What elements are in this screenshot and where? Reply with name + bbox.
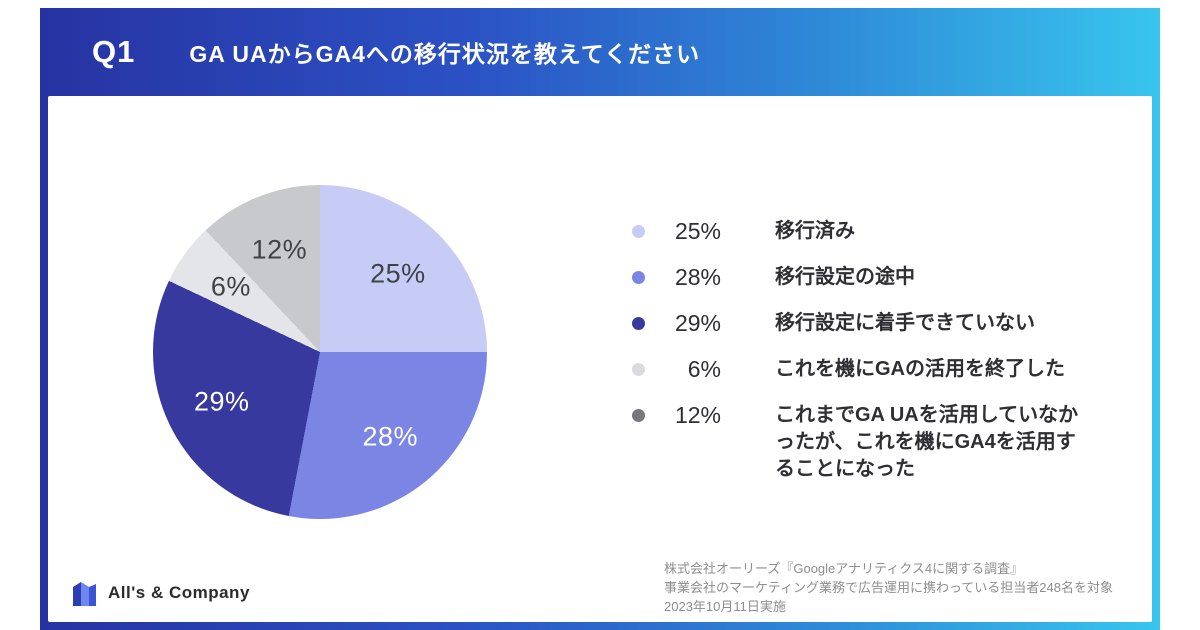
- legend-percent: 28%: [674, 264, 721, 290]
- pie-slice-label: 25%: [370, 258, 426, 289]
- legend-item: 6% これを機にGAの活用を終了した: [632, 356, 1132, 383]
- legend-dot: [632, 317, 645, 330]
- question-number: Q1: [92, 34, 136, 69]
- legend-dot: [632, 271, 645, 284]
- pie-slice-label: 29%: [194, 386, 250, 417]
- legend-item: 12% これまでGA UAを活用していなかったが、これを機にGA4を活用することに…: [632, 402, 1132, 483]
- legend-label: 移行済み: [775, 220, 855, 242]
- pie-chart: 25% 28% 29% 6% 12%: [153, 185, 487, 519]
- legend-label: 移行設定に着手できていない: [775, 312, 1035, 334]
- source-note: 株式会社オーリーズ『Googleアナリティクス4に関する調査』 事業会社のマーケ…: [664, 560, 1113, 617]
- legend-dot: [632, 225, 645, 238]
- header: Q1 GA UAからGA4への移行状況を教えてください: [40, 8, 1160, 96]
- source-line: 株式会社オーリーズ『Googleアナリティクス4に関する調査』: [664, 561, 1024, 577]
- legend-item: 29% 移行設定に着手できていない: [632, 310, 1132, 337]
- logo-text: All's & Company: [108, 583, 250, 602]
- source-line: 2023年10月11日実施: [664, 599, 786, 615]
- source-line: 事業会社のマーケティング業務で広告運用に携わっている担当者248名を対象: [664, 580, 1114, 596]
- legend-dot: [632, 409, 645, 422]
- pie-slice-label: 6%: [210, 271, 251, 302]
- question-title: GA UAからGA4への移行状況を教えてください: [189, 41, 701, 67]
- legend-item: 25% 移行済み: [632, 218, 1132, 245]
- pie-slice-label: 12%: [251, 234, 308, 265]
- legend-percent: 25%: [674, 218, 721, 244]
- legend-label: 移行設定の途中: [775, 266, 915, 288]
- legend-dot: [632, 363, 645, 376]
- legend-percent: 6%: [687, 356, 721, 382]
- company-logo: All's & Company: [70, 578, 250, 608]
- legend-item: 28% 移行設定の途中: [632, 264, 1132, 291]
- legend-label: これを機にGAの活用を終了した: [775, 358, 1065, 380]
- survey-card: 25% 28% 29% 6% 12% 25% 移行済み 28% 移行設定の途中 29% 移行設定に…: [48, 96, 1152, 622]
- pie-slice-label: 28%: [362, 421, 419, 452]
- gradient-frame: Q1 GA UAからGA4への移行状況を教えてください 25% 28% 29% 6% 1…: [40, 8, 1160, 630]
- legend-percent: 29%: [674, 310, 721, 336]
- logo-icon: [73, 582, 96, 606]
- legend-label: これまでGA UAを活用していなかったが、これを機にGA4を活用することになった: [775, 404, 1079, 480]
- legend-percent: 12%: [674, 402, 721, 428]
- legend: 25% 移行済み 28% 移行設定の途中 29% 移行設定に着手できていない 6% これを機に…: [632, 218, 1132, 502]
